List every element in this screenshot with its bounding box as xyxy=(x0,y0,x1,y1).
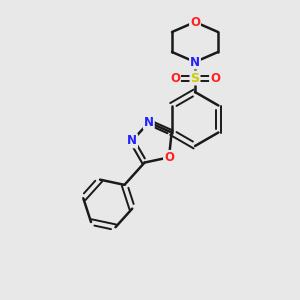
Text: N: N xyxy=(190,56,200,68)
Text: N: N xyxy=(127,134,137,147)
Text: N: N xyxy=(144,116,154,129)
Text: O: O xyxy=(190,16,200,28)
Text: O: O xyxy=(164,151,174,164)
Text: O: O xyxy=(170,71,180,85)
Text: O: O xyxy=(210,71,220,85)
Text: S: S xyxy=(190,71,200,85)
